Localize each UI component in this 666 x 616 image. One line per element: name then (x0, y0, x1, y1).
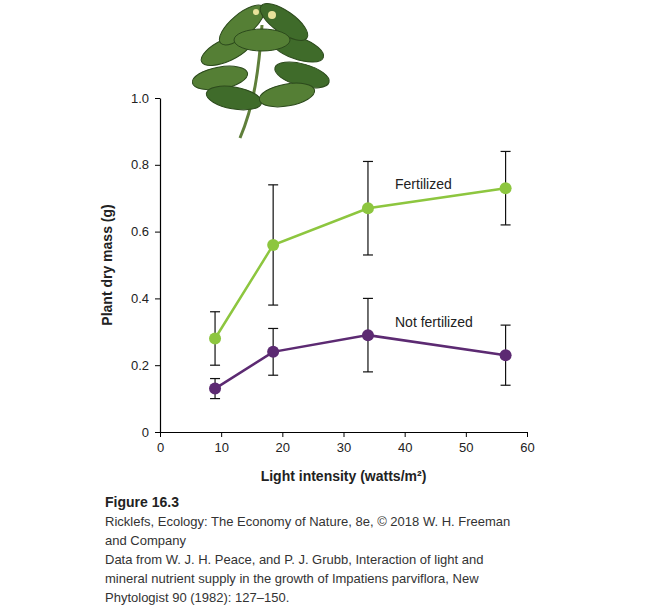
error-bar (501, 151, 511, 224)
y-tick-mark (155, 298, 160, 299)
plant-flower (268, 11, 276, 19)
series-line (215, 188, 506, 338)
plant-leaf (205, 82, 264, 113)
y-tick-mark (155, 365, 160, 366)
plant-leaf (258, 79, 317, 110)
error-bar-cap (363, 371, 373, 372)
series-label: Not fertilized (395, 314, 473, 330)
x-tick: 0 (157, 432, 164, 455)
y-tick: 0.8 (131, 157, 160, 172)
x-tick: 30 (337, 432, 351, 455)
y-tick: 0.2 (131, 358, 160, 373)
y-axis-line (160, 99, 161, 433)
y-tick-mark (155, 232, 160, 233)
series (209, 298, 512, 398)
y-tick-mark (155, 98, 160, 99)
y-tick-label: 0.8 (131, 157, 149, 172)
caption-line: and Company (105, 533, 186, 548)
x-tick-label: 20 (276, 440, 290, 455)
x-tick-mark (221, 432, 222, 437)
error-bar-cap (363, 161, 373, 162)
plant-leaf (234, 29, 290, 51)
data-point (267, 239, 279, 251)
x-tick-mark (160, 432, 161, 437)
data-point (362, 202, 374, 214)
y-tick-mark (155, 432, 160, 433)
x-tick: 40 (398, 432, 412, 455)
x-tick-label: 40 (398, 440, 412, 455)
data-point (267, 346, 279, 358)
x-tick-label: 0 (157, 440, 164, 455)
x-tick-mark (527, 432, 528, 437)
figure-title: Figure 16.3 (105, 494, 179, 510)
x-tick-label: 50 (459, 440, 473, 455)
x-tick-label: 10 (214, 440, 228, 455)
y-tick: 0.4 (131, 291, 160, 306)
x-tick-label: 60 (520, 440, 534, 455)
data-point (500, 349, 512, 361)
y-axis-title: Plant dry mass (g) (99, 204, 115, 325)
error-bar-cap (363, 254, 373, 255)
y-tick: 0 (142, 425, 160, 440)
x-tick-label: 30 (337, 440, 351, 455)
x-tick: 50 (459, 432, 473, 455)
data-point (209, 332, 221, 344)
error-bar-cap (268, 304, 278, 305)
plot-area (209, 151, 512, 398)
plant-flower (253, 9, 259, 15)
data-point (209, 383, 221, 395)
x-tick-mark (466, 432, 467, 437)
y-tick: 1.0 (131, 91, 160, 106)
caption-line: Ricklefs, Ecology: The Economy of Nature… (105, 514, 510, 529)
error-bar-cap (501, 385, 511, 386)
x-tick: 10 (214, 432, 228, 455)
error-bar (268, 328, 278, 375)
error-bar-cap (210, 378, 220, 379)
caption-line: mineral nutrient supply in the growth of… (105, 571, 479, 586)
data-point (500, 182, 512, 194)
error-bar-cap (210, 311, 220, 312)
error-bar (268, 185, 278, 305)
error-bar-cap (501, 325, 511, 326)
y-tick-label: 1.0 (131, 91, 149, 106)
caption-line: Phytologist 90 (1982): 127–150. (105, 590, 289, 605)
x-tick: 20 (276, 432, 290, 455)
error-bar-cap (501, 151, 511, 152)
series-line (215, 335, 506, 388)
caption-line: Data from W. J. H. Peace, and P. J. Grub… (105, 552, 483, 567)
error-bar-cap (268, 375, 278, 376)
data-point (362, 329, 374, 341)
x-tick-mark (344, 432, 345, 437)
error-bar (363, 161, 373, 255)
error-bar-cap (268, 184, 278, 185)
error-bar (210, 312, 220, 365)
chart: 0 10 20 30 40 50 60 0 0.2 0.4 0.6 0.8 1.0 Light inten… (0, 0, 666, 616)
x-tick-mark (282, 432, 283, 437)
plant-illustration (191, 0, 332, 138)
y-axis: 0 0.2 0.4 0.6 0.8 1.0 (131, 91, 161, 440)
series-label: Fertilized (395, 176, 452, 192)
error-bar (501, 325, 511, 385)
error-bar (210, 379, 220, 399)
y-tick-label: 0 (142, 425, 149, 440)
series (209, 151, 512, 365)
error-bar (363, 298, 373, 371)
y-tick-mark (155, 165, 160, 166)
y-tick: 0.6 (131, 224, 160, 239)
y-tick-label: 0.4 (131, 291, 149, 306)
error-bar-cap (501, 224, 511, 225)
error-bar-cap (210, 365, 220, 366)
error-bar-cap (210, 398, 220, 399)
y-tick-label: 0.2 (131, 358, 149, 373)
x-axis: 0 10 20 30 40 50 60 (157, 432, 535, 455)
x-tick: 60 (520, 432, 534, 455)
x-tick-mark (405, 432, 406, 437)
x-axis-title: Light intensity (watts/m²) (261, 468, 427, 484)
error-bar-cap (363, 298, 373, 299)
error-bar-cap (268, 328, 278, 329)
y-tick-label: 0.6 (131, 224, 149, 239)
